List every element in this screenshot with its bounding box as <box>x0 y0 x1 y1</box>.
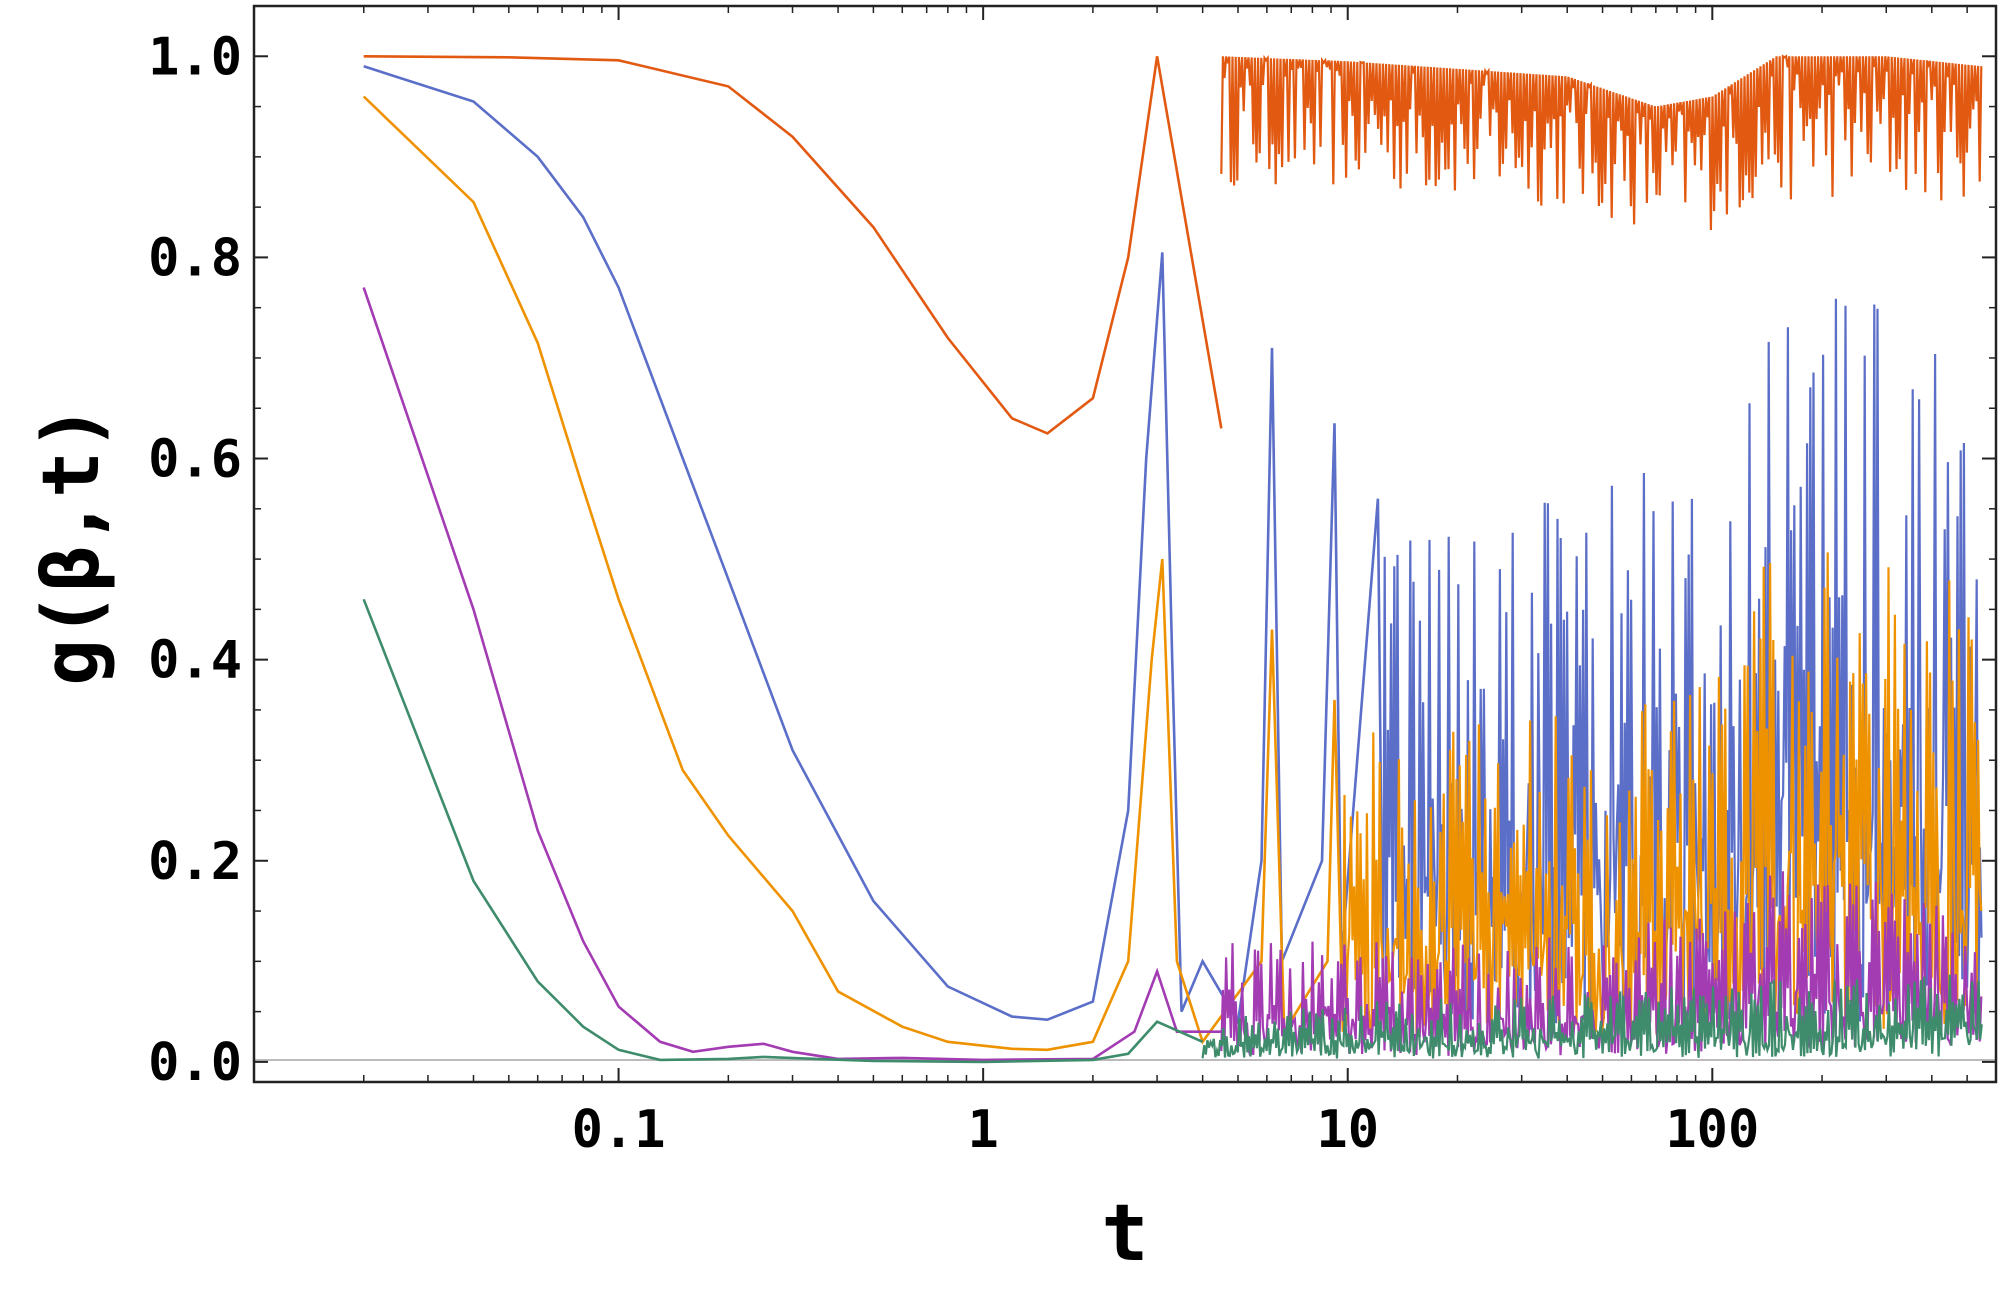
y-tick-label: 0.4 <box>148 631 242 691</box>
series-4-line <box>362 287 1222 1062</box>
x-axis-label: t <box>1102 1189 1149 1279</box>
x-tick-label: 100 <box>1665 1100 1759 1160</box>
x-tick-label: 1 <box>967 1100 998 1160</box>
y-axis-label: g(β,t) <box>27 404 117 686</box>
series-3-line <box>362 95 1345 1052</box>
series-5-line <box>362 598 1204 1064</box>
series-2-line <box>363 65 1385 1026</box>
series-1-line <box>363 55 1223 435</box>
plot-frame <box>252 4 1998 1084</box>
tick-layer: 0.1 1 10 100 0.0 0.2 0.4 0.6 0.8 1.0 <box>148 6 1997 1160</box>
series-layer <box>362 54 1983 1064</box>
y-tick-label: 0.2 <box>148 832 242 892</box>
y-tick-label: 0.6 <box>148 430 242 490</box>
y-tick-label: 0.0 <box>148 1033 242 1093</box>
y-tick-label: 0.8 <box>148 228 242 288</box>
series-1-oscillation <box>1220 54 1983 231</box>
y-tick-label: 1.0 <box>148 27 242 87</box>
series-5-oscillation <box>1201 974 1983 1059</box>
x-tick-label: 10 <box>1316 1100 1379 1160</box>
series-1 <box>363 54 1983 435</box>
x-tick-label: 0.1 <box>572 1100 666 1160</box>
series-5 <box>362 598 1983 1064</box>
